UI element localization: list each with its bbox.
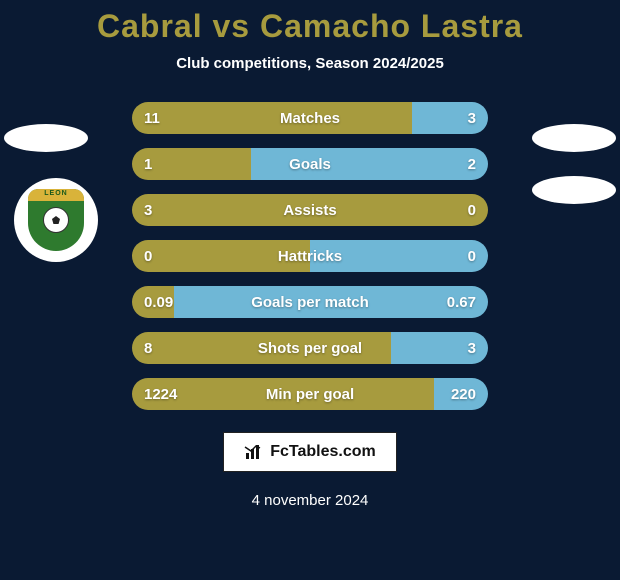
watermark-text: FcTables.com xyxy=(270,443,376,461)
stat-bar-left xyxy=(132,286,174,318)
footer-date: 4 november 2024 xyxy=(252,492,369,509)
stat-bar-left xyxy=(132,240,310,272)
crest-label: LEON xyxy=(28,190,84,197)
stat-bar-left xyxy=(132,102,412,134)
page-root: Cabral vs Camacho Lastra Club competitio… xyxy=(0,0,620,580)
stat-bar-right xyxy=(412,102,488,134)
stat-bar-right xyxy=(251,148,488,180)
stat-row: Shots per goal83 xyxy=(132,332,488,364)
stat-bar-left xyxy=(132,332,391,364)
crest-ball-icon xyxy=(43,207,69,233)
stat-row: Assists30 xyxy=(132,194,488,226)
left-team-crest: LEON xyxy=(14,178,98,262)
stat-row: Goals12 xyxy=(132,148,488,180)
stat-row: Hattricks00 xyxy=(132,240,488,272)
page-title: Cabral vs Camacho Lastra xyxy=(97,8,523,45)
stat-bar-right xyxy=(434,378,488,410)
stat-bar-left xyxy=(132,378,434,410)
stat-row: Matches113 xyxy=(132,102,488,134)
stat-bar-right xyxy=(310,240,488,272)
stat-bar-left xyxy=(132,148,251,180)
stat-row: Min per goal1224220 xyxy=(132,378,488,410)
chart-icon xyxy=(244,443,262,461)
watermark: FcTables.com xyxy=(223,432,397,472)
crest-shield: LEON xyxy=(28,189,84,251)
stat-bar-left xyxy=(132,194,488,226)
stat-bar-right xyxy=(174,286,488,318)
stat-row: Goals per match0.090.67 xyxy=(132,286,488,318)
stats-list: Matches113 Goals12 Assists30 Hattricks00 Goa… xyxy=(132,102,488,410)
stat-bar-right xyxy=(391,332,488,364)
right-team-ellipse-1 xyxy=(532,124,616,152)
left-team-ellipse xyxy=(4,124,88,152)
page-subtitle: Club competitions, Season 2024/2025 xyxy=(176,55,444,72)
right-team-ellipse-2 xyxy=(532,176,616,204)
